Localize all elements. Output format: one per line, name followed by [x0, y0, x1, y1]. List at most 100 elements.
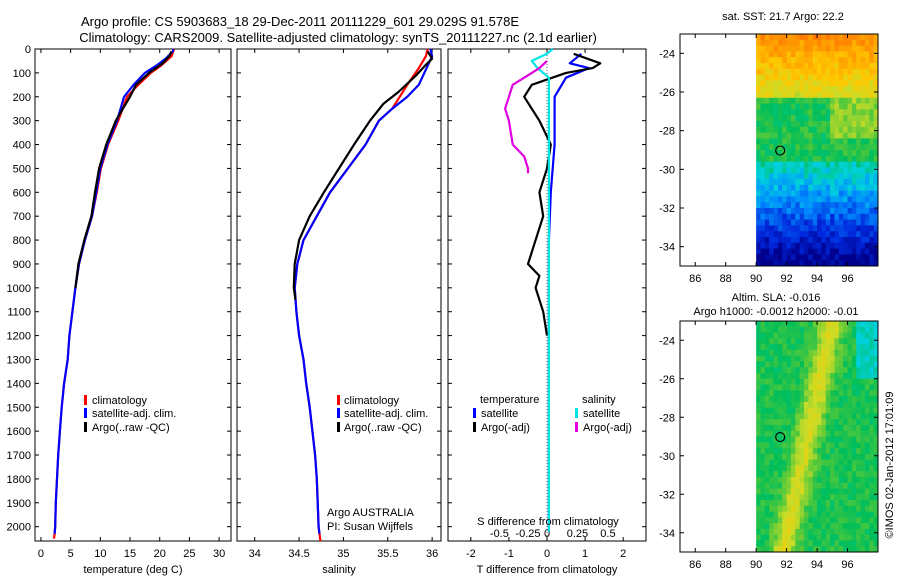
map-cell — [851, 68, 857, 76]
legend-label-climatology: climatology — [92, 395, 148, 407]
map-cell — [773, 126, 779, 134]
map-cell — [873, 225, 879, 232]
map-cell — [838, 355, 844, 362]
legend-label-sal-argo: Argo(-adj) — [583, 422, 632, 434]
map-cell — [812, 326, 818, 334]
map-cell — [777, 390, 783, 397]
map-cell — [808, 144, 814, 151]
map-cell — [869, 407, 875, 414]
map-frame — [679, 33, 879, 267]
map-cell — [817, 213, 822, 221]
map-cell — [838, 254, 844, 261]
map-cell — [830, 109, 835, 116]
map-cell — [760, 407, 766, 414]
map-cell — [782, 500, 788, 507]
map-cell — [860, 161, 866, 168]
map-cell — [860, 248, 866, 255]
map-cell — [860, 115, 866, 122]
map-cell — [782, 436, 788, 443]
x-tick-label: 86 — [689, 559, 701, 571]
legend-label-satellite: satellite-adj. clim. — [344, 408, 428, 420]
map-cell — [838, 424, 844, 432]
map-cell — [860, 523, 866, 530]
map-cell — [777, 367, 783, 374]
map-cell — [812, 546, 818, 553]
map-cell — [830, 505, 835, 513]
map-cell — [808, 213, 814, 221]
map-cell — [860, 459, 866, 466]
map-cell — [860, 534, 866, 541]
map-cell — [825, 80, 831, 87]
map-cell — [799, 367, 805, 374]
map-cell — [873, 86, 879, 93]
map-cell — [790, 190, 796, 197]
map-cell — [864, 355, 870, 362]
map-cell — [756, 126, 761, 134]
map-cell — [764, 190, 770, 197]
map-cell — [864, 150, 870, 157]
map-cell — [856, 196, 862, 203]
map-cell — [817, 540, 822, 547]
map-cell — [756, 150, 761, 157]
map-cell — [869, 80, 875, 87]
header-line1: Argo profile: CS 5903683_18 29-Dec-2011 … — [81, 14, 519, 29]
map-cell — [790, 500, 796, 507]
map-cell — [847, 488, 853, 495]
map-cell — [764, 57, 770, 64]
map-cell — [782, 173, 788, 180]
map-cell — [764, 378, 770, 386]
map-cell — [856, 173, 862, 180]
map-cell — [786, 378, 792, 386]
map-cell — [790, 109, 796, 116]
map-cell — [834, 196, 840, 203]
map-cell — [830, 74, 835, 81]
map-cell — [817, 103, 822, 110]
legend-swatch-climatology — [337, 395, 340, 405]
map-cell — [825, 367, 831, 374]
map-cell — [799, 378, 805, 386]
map-cell — [760, 63, 766, 70]
map-cell — [817, 179, 822, 186]
map-cell — [873, 396, 879, 403]
map-cell — [834, 494, 840, 501]
map-cell — [782, 184, 788, 192]
map-cell — [795, 51, 801, 58]
map-cell — [834, 465, 840, 472]
map-cell — [821, 103, 827, 110]
map-cell — [843, 500, 849, 507]
map-cell — [790, 68, 796, 76]
map-cell — [786, 167, 792, 174]
map-cell — [873, 150, 879, 157]
map-cell — [773, 103, 779, 110]
map-cell — [804, 465, 809, 472]
map-cell — [782, 190, 788, 197]
map-cell — [812, 344, 818, 351]
map-cell — [773, 237, 779, 244]
map-cell — [847, 424, 853, 432]
map-cell — [786, 430, 792, 438]
map-cell — [769, 260, 775, 267]
map-cell — [769, 511, 775, 518]
map-cell — [856, 260, 862, 267]
map-cell — [799, 80, 805, 87]
map-cell — [786, 190, 792, 197]
map-cell — [851, 184, 857, 192]
map-cell — [864, 523, 870, 530]
map-cell — [864, 361, 870, 368]
map-cell — [812, 407, 818, 414]
map-cell — [856, 179, 862, 186]
map-cell — [795, 68, 801, 76]
map-cell — [782, 219, 788, 226]
legend-label-temp-satellite: satellite — [481, 408, 518, 420]
map-cell — [790, 34, 796, 41]
map-cell — [847, 254, 853, 261]
map-cell — [795, 196, 801, 203]
map-cell — [769, 231, 775, 238]
map-cell — [821, 68, 827, 76]
map-cell — [830, 384, 835, 391]
map-cell — [790, 196, 796, 203]
map-cell — [777, 372, 783, 380]
map-cell — [799, 86, 805, 93]
difference-legend: temperature salinity satellite Argo(-adj… — [473, 394, 632, 434]
map-cell — [869, 401, 875, 409]
